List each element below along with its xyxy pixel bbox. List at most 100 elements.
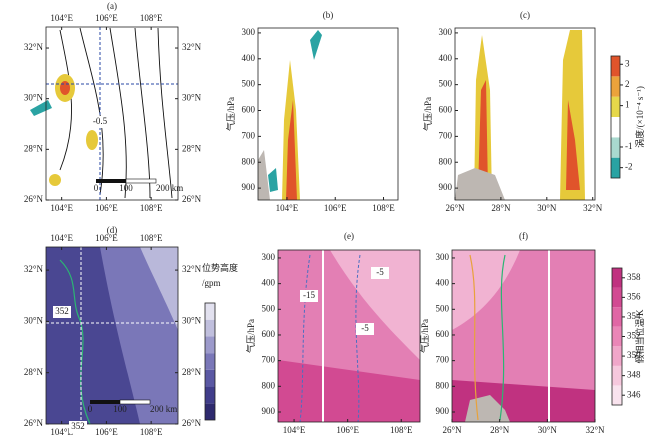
shading bbox=[478, 80, 488, 190]
frame bbox=[45, 26, 179, 201]
shading bbox=[86, 130, 98, 150]
y-tick-label: 400 bbox=[439, 53, 453, 63]
panel-title: (b) bbox=[323, 10, 334, 20]
contour bbox=[499, 254, 506, 421]
colorbar-segment bbox=[612, 287, 622, 308]
y-axis-label: 气压/hPa bbox=[245, 319, 256, 353]
x-tick-label: 104°E bbox=[276, 203, 299, 213]
annotation: -5 bbox=[376, 267, 384, 277]
x-tick-label-top: 104°E bbox=[50, 13, 73, 23]
x-tick-label: 32°N bbox=[585, 425, 605, 435]
annotation-box bbox=[356, 323, 374, 335]
y-tick-label: 600 bbox=[262, 329, 276, 339]
y-tick-label: 500 bbox=[262, 303, 276, 313]
colorbar-segment bbox=[611, 96, 620, 117]
colorbar-segment bbox=[611, 157, 620, 178]
y-tick-label: 700 bbox=[242, 130, 256, 140]
colorbar-segment bbox=[611, 56, 620, 77]
x-tick-label: 26°N bbox=[442, 425, 462, 435]
y-tick-label: 300 bbox=[439, 27, 453, 37]
frame bbox=[610, 55, 621, 179]
colorbar-segment bbox=[205, 303, 215, 320]
scale-label: 200 km bbox=[150, 404, 177, 414]
panel-title: (f) bbox=[519, 231, 528, 241]
x-tick-label: 26°N bbox=[445, 203, 465, 213]
shading bbox=[278, 360, 420, 422]
background bbox=[46, 27, 178, 200]
annotation-box bbox=[371, 267, 389, 279]
frame bbox=[204, 302, 216, 421]
x-tick-label: 108°E bbox=[140, 427, 163, 436]
shading bbox=[140, 247, 178, 330]
x-tick-label: 106°E bbox=[95, 203, 118, 213]
x-tick-label: 106°E bbox=[95, 427, 118, 436]
x-tick-label: 108°E bbox=[390, 425, 413, 435]
colorbar-segment bbox=[205, 386, 215, 404]
x-tick-label: 108°E bbox=[372, 203, 395, 213]
shading bbox=[100, 247, 178, 424]
panel: (b) 104°E 106°E 108°E 300 400 500 600 700 800 900 气… bbox=[225, 10, 399, 213]
colorbar-label: 涡度/(×10⁻⁴ s⁻¹) bbox=[634, 86, 645, 148]
x-tick-label-top: 104°E bbox=[50, 233, 73, 243]
colorbar-tick-label: 356 bbox=[627, 291, 641, 301]
shading bbox=[560, 30, 585, 200]
y-tick-label-right: 32°N bbox=[182, 42, 202, 52]
x-tick-label: 106°E bbox=[324, 203, 347, 213]
panel-title: (a) bbox=[107, 1, 117, 11]
x-tick-label: 108°E bbox=[140, 203, 163, 213]
scale-label: 0 bbox=[88, 404, 93, 414]
y-axis-label: 气压/hPa bbox=[419, 319, 430, 353]
colorbar-tick-label: 2 bbox=[625, 79, 630, 89]
y-tick-label: 400 bbox=[262, 278, 276, 288]
y-tick-label: 500 bbox=[436, 303, 450, 313]
contour bbox=[59, 259, 91, 425]
panel: (a) 104°E 104°E 106°E 106°E 108°E 108°E 26°N 26°… bbox=[24, 1, 202, 213]
streamline bbox=[59, 29, 72, 171]
colorbar-segment bbox=[205, 369, 215, 387]
colorbar-tick-label: 346 bbox=[627, 389, 641, 399]
x-tick-label: 104°E bbox=[50, 427, 73, 436]
annotation-box bbox=[300, 290, 318, 302]
shading bbox=[566, 100, 580, 190]
shading bbox=[330, 250, 420, 360]
x-tick-label: 30°N bbox=[537, 203, 557, 213]
scale-bar bbox=[125, 178, 157, 184]
colorbar-segment bbox=[205, 336, 215, 354]
y-tick-label-right: 30°N bbox=[182, 315, 202, 325]
y-tick-label-right: 28°N bbox=[182, 367, 202, 377]
y-tick-label: 600 bbox=[436, 329, 450, 339]
shading bbox=[310, 30, 322, 60]
y-tick-label: 300 bbox=[242, 27, 256, 37]
scale-bar bbox=[96, 179, 126, 183]
streamline bbox=[157, 27, 173, 199]
shading bbox=[60, 81, 70, 95]
panel-title: (c) bbox=[520, 10, 530, 20]
contour bbox=[355, 254, 361, 423]
y-tick-label-right: 28°N bbox=[182, 143, 202, 153]
y-tick-label: 500 bbox=[439, 79, 453, 89]
y-tick-label-right: 30°N bbox=[182, 93, 202, 103]
streamline bbox=[109, 27, 127, 199]
frame bbox=[454, 27, 596, 201]
x-tick-label: 104°E bbox=[283, 425, 306, 435]
annotation-box bbox=[53, 306, 71, 318]
y-tick-label: 32°N bbox=[24, 42, 44, 52]
y-tick-label: 400 bbox=[436, 278, 450, 288]
contour bbox=[299, 254, 311, 423]
y-axis-label: 气压/hPa bbox=[422, 97, 433, 131]
shading bbox=[49, 174, 61, 186]
y-tick-label-right: 32°N bbox=[182, 264, 202, 274]
annotation: -5 bbox=[361, 323, 369, 333]
panel: 位势高度/gpm bbox=[202, 262, 238, 421]
y-tick-label: 30°N bbox=[24, 315, 44, 325]
scale-label: 0 bbox=[94, 183, 99, 193]
y-tick-label: 900 bbox=[439, 182, 453, 192]
panel-title: (d) bbox=[107, 225, 118, 235]
colorbar-tick-label: 354 bbox=[627, 311, 641, 321]
y-tick-label: 26°N bbox=[24, 194, 44, 204]
colorbar-label: /gpm bbox=[202, 278, 221, 288]
panel-title: (e) bbox=[344, 231, 354, 241]
x-tick-label: 28°N bbox=[491, 203, 511, 213]
frame bbox=[45, 246, 179, 425]
y-axis-label: 气压/hPa bbox=[225, 97, 236, 131]
